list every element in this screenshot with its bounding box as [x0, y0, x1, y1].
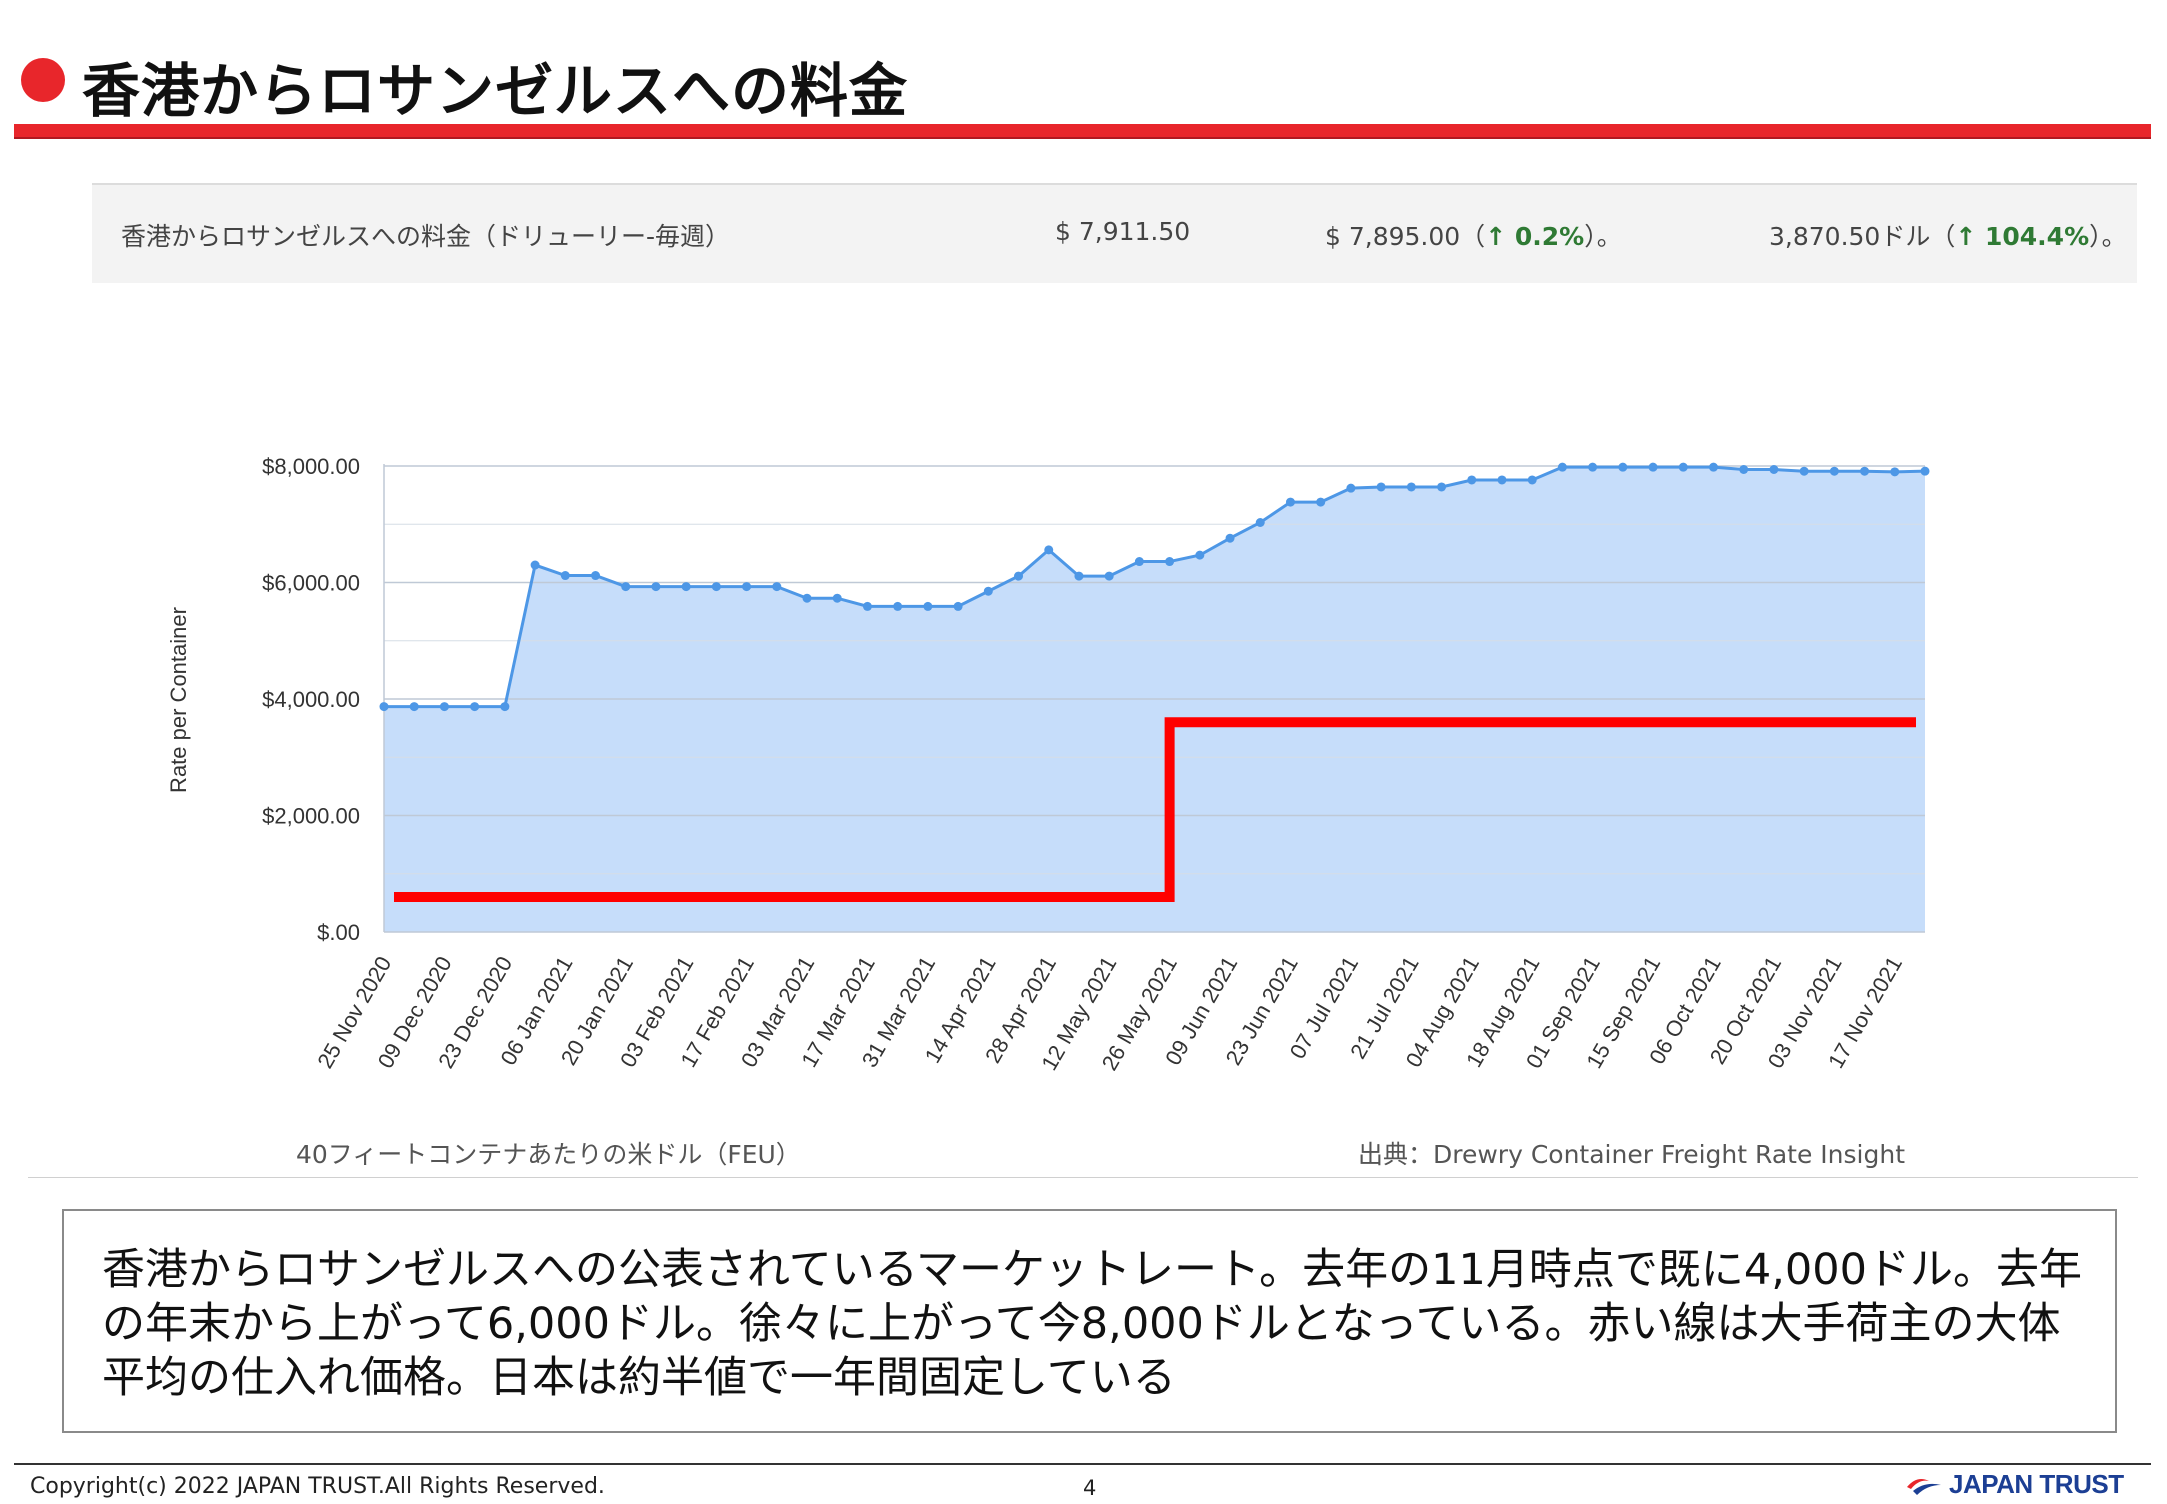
copyright-text: Copyright(c) 2022 JAPAN TRUST.All Rights… [30, 1474, 605, 1499]
data-point [893, 601, 903, 611]
rate-summary-bar: 香港からロサンゼルスへの料金（ドリューリー-毎週） $ 7,911.50 $ 7… [92, 183, 2137, 283]
data-point [379, 702, 389, 712]
data-point [1799, 466, 1809, 476]
y-tick-label: $2,000.00 [262, 804, 360, 829]
data-point [711, 582, 721, 592]
data-point [1708, 462, 1718, 472]
title-bullet [21, 58, 65, 102]
source-caption: 出典：Drewry Container Freight Rate Insight [1358, 1140, 1905, 1169]
data-point [1044, 545, 1054, 555]
data-point [1316, 497, 1326, 507]
data-point [1074, 571, 1084, 581]
data-point [681, 582, 691, 592]
japan-trust-logo: JAPAN TRUST [1905, 1468, 2124, 1499]
data-point [1195, 550, 1205, 560]
data-point [1437, 482, 1447, 492]
logo-text: JAPAN TRUST [1949, 1468, 2124, 1499]
data-point [591, 571, 601, 581]
data-point [651, 582, 661, 592]
comment-text: 香港からロサンゼルスへの公表されているマーケットレート。去年の11月時点で既に4… [102, 1245, 2082, 1403]
y-tick-label: $.00 [317, 920, 360, 945]
data-point [1014, 571, 1024, 581]
unit-caption: 40フィートコンテナあたりの米ドル（FEU） [296, 1140, 801, 1169]
data-point [953, 601, 963, 611]
data-point [1406, 482, 1416, 492]
yearly-tail: ）。 [2089, 222, 2127, 251]
data-point [1165, 557, 1175, 567]
data-point [1678, 462, 1688, 472]
y-tick-label: $8,000.00 [262, 454, 360, 479]
y-tick-label: $6,000.00 [262, 571, 360, 596]
data-point [560, 571, 570, 581]
summary-label: 香港からロサンゼルスへの料金（ドリューリー-毎週） [121, 222, 731, 251]
data-point [1497, 475, 1507, 485]
page-title: 香港からロサンゼルスへの料金 [82, 57, 909, 125]
data-point [862, 601, 872, 611]
yearly-up-change: ↑ 104.4% [1955, 222, 2090, 251]
data-point [1618, 462, 1628, 472]
weekly-tail: ）。 [1584, 222, 1622, 251]
footer-divider [14, 1463, 2151, 1465]
y-tick-label: $4,000.00 [262, 687, 360, 712]
summary-yearly-change: 3,870.50ドル（↑ 104.4%）。 [1769, 217, 2127, 253]
data-point [1739, 464, 1749, 474]
weekly-up-change: ↑ 0.2% [1485, 222, 1585, 251]
series-line [384, 465, 1926, 709]
reference-price-line [394, 717, 1916, 903]
weekly-prev-value: $ 7,895.00（ [1325, 222, 1486, 251]
data-point [1467, 475, 1477, 485]
title-underline [14, 124, 2151, 139]
data-point [530, 560, 540, 570]
data-point [1648, 462, 1658, 472]
caption-divider [28, 1177, 2138, 1178]
data-point [1588, 462, 1598, 472]
data-point [470, 702, 480, 712]
data-point [409, 702, 419, 712]
data-point [1829, 466, 1839, 476]
data-point [1255, 518, 1265, 528]
comment-box: 香港からロサンゼルスへの公表されているマーケットレート。去年の11月時点で既に4… [62, 1209, 2117, 1433]
y-axis-title: Rate per Container [166, 607, 191, 793]
summary-current-rate: $ 7,911.50 [1055, 217, 1191, 246]
logo-mark-icon [1907, 1479, 1941, 1495]
data-point [1104, 571, 1114, 581]
data-point [1376, 482, 1386, 492]
data-point [983, 586, 993, 596]
data-point [1769, 464, 1779, 474]
data-point [1557, 462, 1567, 472]
summary-weekly-change: $ 7,895.00（↑ 0.2%）。 [1325, 217, 1622, 253]
data-point [1920, 466, 1930, 476]
data-point [439, 702, 449, 712]
data-point [1285, 497, 1295, 507]
data-point [742, 582, 752, 592]
data-point [1860, 466, 1870, 476]
data-point [1346, 483, 1356, 493]
data-point [923, 601, 933, 611]
data-point [500, 702, 510, 712]
data-point [1134, 557, 1144, 567]
data-point [772, 582, 782, 592]
data-point [621, 582, 631, 592]
data-point [1890, 467, 1900, 477]
data-point [1225, 533, 1235, 543]
yearly-prev-value: 3,870.50ドル（ [1769, 222, 1956, 251]
data-point [1527, 475, 1537, 485]
page-number: 4 [1083, 1476, 1097, 1500]
data-point [832, 593, 842, 603]
data-point [802, 593, 812, 603]
